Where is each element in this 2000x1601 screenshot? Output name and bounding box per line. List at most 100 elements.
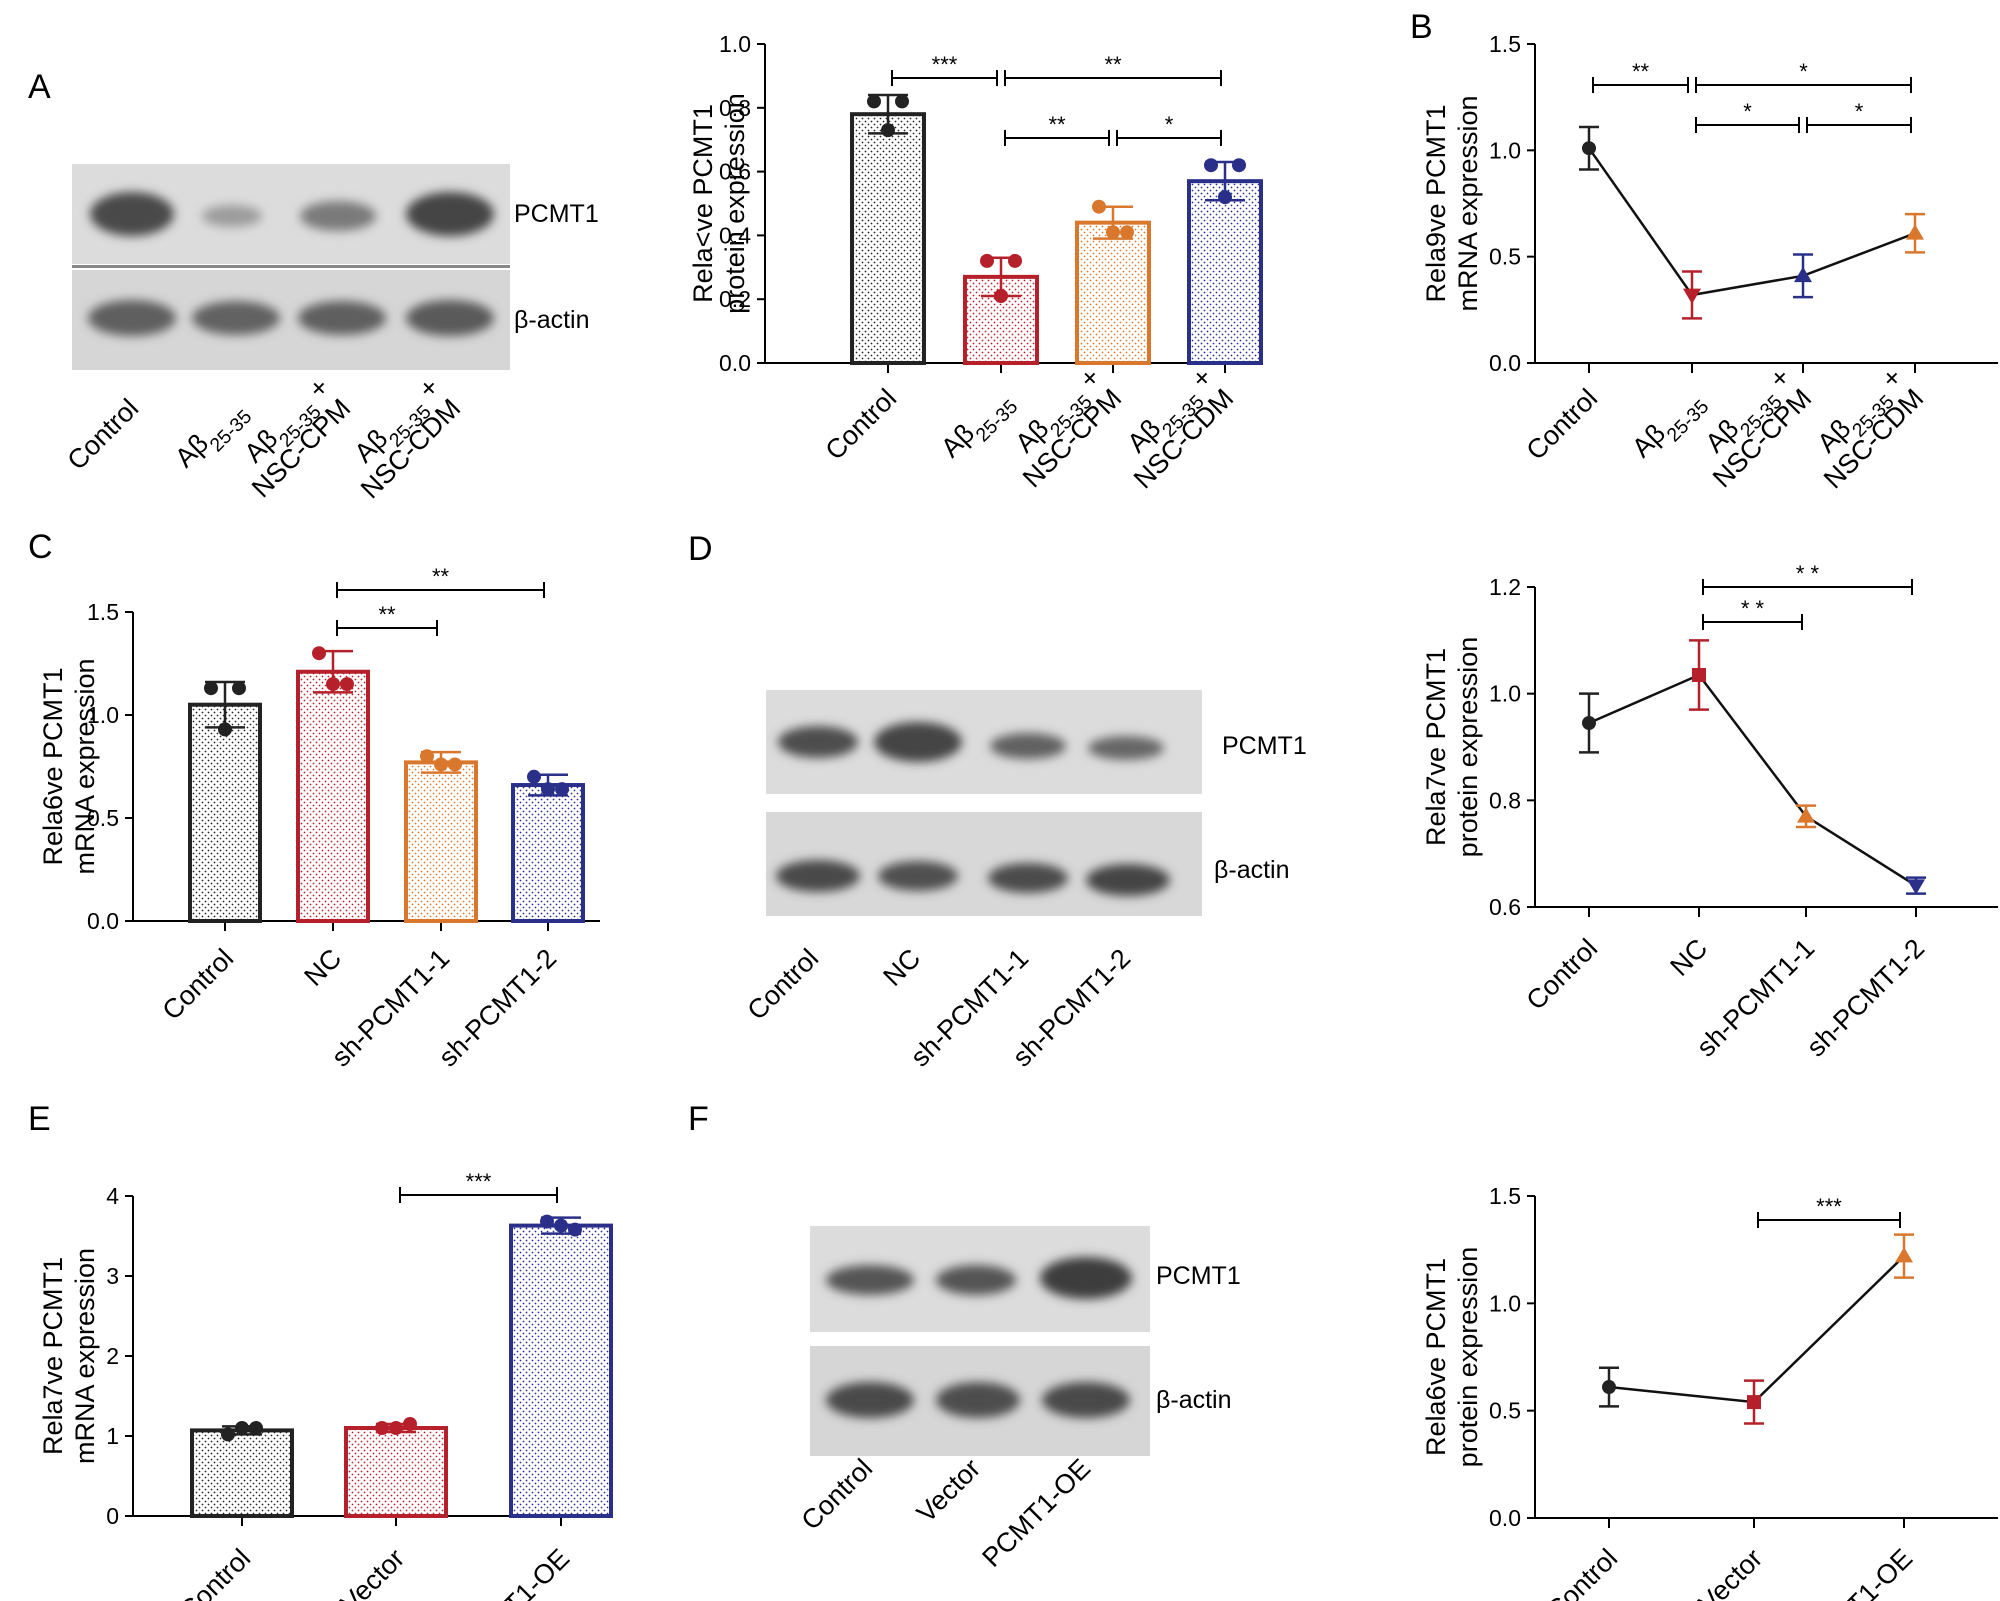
chart-b-xlabel-2-line-1: Aβ25-35 bbox=[1626, 383, 1713, 470]
chart-f: 0.0 0.5 1.0 1.5 Rela6ve PCMT1 protein express… bbox=[1421, 1183, 1998, 1601]
chart-c-xlabel-1: Control bbox=[156, 943, 239, 1026]
chart-c-bar-1 bbox=[188, 702, 262, 924]
chart-c-xlabel-2-line-1: NC bbox=[298, 943, 347, 992]
chart-b: 0.0 0.5 1.0 1.5 Rela9ve PCMT1 mRNA expression… bbox=[1421, 31, 1998, 494]
blot-f-label-actin: β-actin bbox=[1156, 1386, 1232, 1414]
blot-f-band-actin-3 bbox=[1042, 1382, 1130, 1418]
blot-a-lane-label-2: Aβ25-35 bbox=[169, 393, 256, 480]
chart-c-point-1-1 bbox=[204, 681, 218, 696]
chart-f-ytick-label-4: 1.5 bbox=[1489, 1183, 1521, 1209]
chart-f-xlabel-1-line-1: Control bbox=[1540, 1543, 1623, 1601]
chart-e-ylabel-line-2: mRNA expression bbox=[70, 1248, 100, 1464]
chart-d-xlabel-4-line-1: sh-PCMT1-2 bbox=[1801, 933, 1930, 1062]
chart-b-series-line bbox=[1587, 147, 1916, 297]
chart-e-point-1-1 bbox=[221, 1427, 235, 1442]
chart-b-marker-4 bbox=[1906, 224, 1924, 240]
chart-e: 0 1 2 3 4 Rela7ve PCMT1 mRNA expression Control… bbox=[38, 1169, 613, 1601]
chart-e-ytick-label-1: 0 bbox=[106, 1503, 119, 1529]
chart-a-ylabel: Rela<ve PCMT1 protein expression bbox=[688, 93, 750, 314]
blot-a-band-pcmt1-4 bbox=[406, 192, 494, 236]
blot-a-band-actin-2 bbox=[192, 301, 280, 335]
chart-c-point-2-3 bbox=[326, 677, 340, 692]
chart-c-sig-label-2: ** bbox=[378, 602, 396, 627]
chart-b-xlabel-3: Aβ25-35 +NSC-CPM bbox=[1699, 362, 1817, 494]
chart-e-ytick-label-3: 2 bbox=[106, 1343, 119, 1369]
chart-a-ytick-label-4: 0.6 bbox=[719, 159, 751, 185]
chart-e-ytick-label-2: 1 bbox=[106, 1423, 119, 1449]
chart-f-ylabel-line-1: Rela6ve PCMT1 bbox=[1421, 1258, 1451, 1456]
chart-c: 0.0 0.5 1.0 1.5 Rela6ve PCMT1 mRNA expression… bbox=[38, 564, 600, 1072]
chart-c-point-3-2 bbox=[448, 757, 462, 772]
chart-b-ylabel: Rela9ve PCMT1 mRNA expression bbox=[1421, 95, 1483, 311]
chart-b-xlabel-2: Aβ25-35 bbox=[1626, 383, 1713, 470]
blot-f-lane-label-2-line-1: Vector bbox=[911, 1453, 986, 1528]
chart-c-point-2-1 bbox=[312, 646, 326, 661]
chart-a-point-3-3 bbox=[1106, 225, 1120, 240]
blot-a-divider bbox=[72, 265, 510, 268]
blot-a-band-pcmt1-2 bbox=[202, 205, 262, 227]
blot-f-band-actin-1 bbox=[826, 1382, 914, 1418]
chart-f-marker-2 bbox=[1747, 1395, 1761, 1410]
chart-f-ytick-label-3: 1.0 bbox=[1489, 1290, 1521, 1316]
blot-f-band-pcmt1-3 bbox=[1040, 1257, 1132, 1299]
chart-a-sig-label-2: ** bbox=[1104, 52, 1122, 77]
blot-a-band-pcmt1-3 bbox=[300, 201, 376, 231]
chart-c-ytick-label-3: 1.0 bbox=[87, 702, 119, 728]
chart-f-xlabel-1: Control bbox=[1540, 1543, 1623, 1601]
chart-c-point-4-1 bbox=[527, 769, 541, 784]
chart-d-ylabel-line-2: protein expression bbox=[1453, 637, 1483, 858]
chart-c-ytick-label-2: 0.5 bbox=[87, 805, 119, 831]
blot-d-band-actin-2 bbox=[878, 861, 958, 891]
chart-c-point-4-3 bbox=[541, 782, 555, 797]
chart-a-point-1-3 bbox=[881, 123, 895, 138]
chart-d-sig-label-2: * * bbox=[1741, 596, 1765, 621]
chart-a-ylabel-line-2: protein expression bbox=[720, 93, 750, 314]
chart-e-xlabel-2-line-1: Vector bbox=[335, 1543, 410, 1601]
chart-a-sig-label-3: ** bbox=[1048, 112, 1066, 137]
blot-d-label-pcmt1: PCMT1 bbox=[1222, 732, 1307, 760]
chart-a-xlabel-1: Control bbox=[819, 383, 902, 466]
chart-e-point-2-2 bbox=[403, 1417, 417, 1431]
chart-c-point-3-3 bbox=[434, 757, 448, 772]
chart-f-ylabel: Rela6ve PCMT1 protein expression bbox=[1421, 1247, 1483, 1468]
chart-a-xlabel-2: Aβ25-35 bbox=[935, 383, 1022, 470]
chart-b-xlabel-1-line-1: Control bbox=[1520, 383, 1603, 466]
chart-e-bar-1 bbox=[190, 1428, 294, 1519]
chart-f-xlabel-3-line-1: PCMT1-OE bbox=[1798, 1543, 1918, 1601]
chart-b-sig-label-3: * bbox=[1743, 99, 1752, 124]
blot-a-lane-label-2-line-1: Aβ25-35 bbox=[169, 393, 256, 480]
blot-d-band-actin-4 bbox=[1086, 864, 1170, 896]
panel-label-f: F bbox=[688, 1100, 709, 1138]
chart-f-marker-1 bbox=[1602, 1380, 1616, 1395]
chart-b-ytick-label-1: 0.0 bbox=[1489, 350, 1521, 376]
chart-a-ytick-label-2: 0.2 bbox=[719, 286, 751, 312]
chart-c-ylabel-line-1: Rela6ve PCMT1 bbox=[38, 667, 68, 865]
chart-c-ytick-label-1: 0.0 bbox=[87, 908, 119, 934]
chart-f-ytick-label-1: 0.0 bbox=[1489, 1505, 1521, 1531]
blot-d: PCMT1 β-actin Control NCsh-PCMT1-1sh-PCMT… bbox=[741, 690, 1307, 1072]
blot-d-lane-label-2: NC bbox=[877, 943, 926, 992]
chart-b-ylabel-line-2: mRNA expression bbox=[1453, 95, 1483, 311]
blot-a-lane-label-1: Control bbox=[61, 393, 144, 476]
blot-d-band-actin-3 bbox=[988, 863, 1068, 893]
blot-a-band-pcmt1-1 bbox=[90, 192, 174, 236]
chart-b-sig-label-1: ** bbox=[1632, 59, 1650, 84]
chart-a-point-3-2 bbox=[1120, 225, 1134, 240]
chart-d-xlabel-1: Control bbox=[1520, 933, 1603, 1016]
chart-b-sig-label-2: * bbox=[1799, 59, 1808, 84]
blot-d-band-actin-1 bbox=[776, 860, 860, 892]
chart-c-ylabel-line-2: mRNA expression bbox=[70, 658, 100, 874]
chart-c-xlabel-1-line-1: Control bbox=[156, 943, 239, 1026]
chart-a-point-2-2 bbox=[1008, 253, 1022, 268]
chart-d-marker-2 bbox=[1692, 668, 1706, 682]
chart-a-point-4-2 bbox=[1232, 158, 1246, 173]
chart-e-xlabel-2: Vector bbox=[335, 1543, 410, 1601]
chart-d-ytick-label-2: 0.8 bbox=[1489, 787, 1521, 813]
chart-e-point-3-1 bbox=[540, 1214, 554, 1229]
chart-f-sig-label-1: *** bbox=[1816, 1194, 1842, 1219]
blot-d-band-pcmt1-3 bbox=[990, 733, 1066, 759]
blot-d-label-actin: β-actin bbox=[1214, 856, 1290, 884]
blot-f-band-pcmt1-2 bbox=[936, 1265, 1016, 1295]
